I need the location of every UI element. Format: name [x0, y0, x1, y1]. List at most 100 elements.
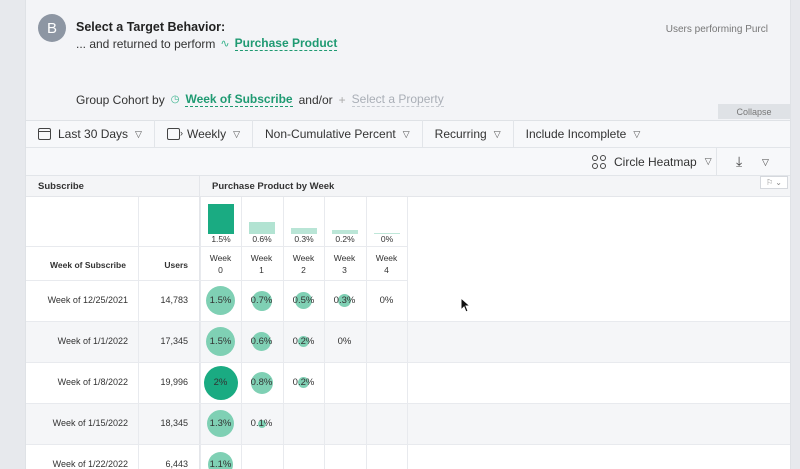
heatmap-cell[interactable]: 1.3%: [200, 403, 241, 444]
heatmap-circle: [208, 452, 233, 469]
heatmap-cell[interactable]: 0.7%: [241, 280, 282, 321]
group-property-link[interactable]: Week of Subscribe: [185, 92, 293, 107]
week-number: 3: [342, 265, 347, 275]
heatmap-cell-value: 0.6%: [250, 336, 273, 347]
chevron-down-icon: ▽: [402, 128, 410, 139]
collapse-button[interactable]: Collapse: [718, 104, 790, 119]
cohort-label: Week of 12/25/2021: [47, 295, 128, 305]
heatmap-cell[interactable]: 0.5%: [283, 280, 324, 321]
heatmap-cell[interactable]: 1.5%: [200, 321, 241, 362]
interval-label: Weekly: [186, 127, 227, 141]
heatmap-circle: [250, 371, 273, 394]
grid-horizontal-line: [26, 280, 408, 281]
table-row: [26, 403, 790, 444]
subscribe-header: Subscribe: [38, 181, 84, 192]
chevron-down-icon: ▽: [493, 128, 501, 139]
week-column-header: Week 3: [324, 253, 365, 275]
step-badge: B: [38, 14, 66, 42]
retention-table: Subscribe Purchase Product by Week ⚐ ⌄ We…: [26, 176, 790, 469]
row-divider: [26, 362, 790, 363]
chart-toolbar: Circle Heatmap ▽ ⤓ ▽: [26, 148, 790, 176]
interval-dropdown[interactable]: Weekly ▽: [155, 120, 254, 148]
heatmap-cell-value: 0.1%: [250, 418, 273, 429]
heatmap-cell[interactable]: 1.5%: [200, 280, 241, 321]
cohort-label: Week of 1/8/2022: [57, 377, 128, 387]
cohort-label: Week of 1/15/2022: [52, 418, 128, 428]
heatmap-circle: [203, 365, 238, 400]
pulse-icon: ∿: [220, 38, 230, 50]
cohort-users: 19,996: [160, 377, 188, 387]
heatmap-cell-value: 2%: [213, 377, 228, 388]
summary-bar-label: 0.6%: [252, 234, 272, 244]
grid-vertical-line: [366, 197, 367, 469]
week-prefix: Week: [209, 253, 232, 263]
cohort-users: 18,345: [160, 418, 188, 428]
clock-icon: ◷: [170, 94, 180, 105]
target-event-link[interactable]: Purchase Product: [234, 36, 338, 51]
circle-grid-icon: [592, 154, 606, 169]
date-range-label: Last 30 Days: [58, 127, 129, 141]
summary-bar: [290, 228, 317, 234]
heatmap-circle: [252, 332, 271, 351]
week-prefix: Week: [375, 253, 398, 263]
heatmap-cell[interactable]: 0%: [324, 321, 365, 362]
cohort-column-header: Week of Subscribe: [50, 260, 126, 270]
heatmap-cell[interactable]: 0.2%: [283, 362, 324, 403]
heatmap-cell-value: 1.3%: [209, 418, 232, 429]
chart-type-dropdown[interactable]: Circle Heatmap ▽: [592, 148, 712, 175]
heatmap-circle: [295, 292, 312, 309]
heatmap-cell[interactable]: 0.2%: [283, 321, 324, 362]
summary-bar-label: 0.3%: [294, 234, 314, 244]
week-prefix: Week: [250, 253, 273, 263]
toolbar-divider: [716, 148, 717, 175]
heatmap-cell[interactable]: 0.8%: [241, 362, 282, 403]
row-divider: [26, 444, 790, 445]
download-icon[interactable]: ⤓: [736, 153, 743, 169]
users-performing-caption: Users performing Purcl: [665, 24, 768, 35]
heatmap-cell[interactable]: 1.1%: [200, 444, 241, 469]
chevron-down-icon: ▽: [233, 128, 241, 139]
summary-bar: [331, 230, 358, 234]
heatmap-circle: [338, 294, 351, 307]
calendar-icon: [38, 128, 51, 140]
cohort-users: 14,783: [160, 295, 188, 305]
mode-dropdown[interactable]: Non-Cumulative Percent ▽: [253, 120, 423, 148]
summary-bar-label: 1.5%: [211, 234, 231, 244]
heatmap-cell-value: 0.3%: [333, 295, 356, 306]
table-row: [26, 362, 790, 403]
grid-vertical-line: [324, 197, 325, 469]
week-column-header: Week 1: [241, 253, 282, 275]
include-incomplete-dropdown[interactable]: Include Incomplete ▽: [514, 120, 653, 148]
heatmap-circle: [206, 286, 235, 315]
mode-label: Non-Cumulative Percent: [265, 127, 396, 141]
heatmap-cell[interactable]: 0%: [366, 280, 407, 321]
select-property-link[interactable]: Select a Property: [351, 92, 444, 107]
cohort-users: 17,345: [160, 336, 188, 346]
heatmap-cell-value: 1.5%: [209, 295, 232, 306]
grid-vertical-line: [283, 197, 284, 469]
week-column-header: Week 0: [200, 253, 241, 275]
column-divider: [199, 176, 200, 469]
heatmap-cell-value: 0.2%: [292, 336, 315, 347]
week-number: 0: [218, 265, 223, 275]
right-scroll-rail[interactable]: [790, 0, 800, 469]
week-number: 1: [259, 265, 264, 275]
date-range-dropdown[interactable]: Last 30 Days ▽: [26, 120, 155, 148]
chevron-down-icon: ▽: [704, 156, 712, 166]
heatmap-cell[interactable]: 2%: [200, 362, 241, 403]
chevron-down-icon[interactable]: ▽: [762, 157, 769, 167]
heatmap-cell[interactable]: 0.6%: [241, 321, 282, 362]
flag-button[interactable]: ⚐ ⌄: [760, 176, 788, 189]
recurring-dropdown[interactable]: Recurring ▽: [423, 120, 514, 148]
target-prefix: ... and returned to perform: [76, 36, 216, 51]
heatmap-cell[interactable]: 0.1%: [241, 403, 282, 444]
week-column-header: Week 4: [366, 253, 407, 275]
heatmap-circle: [257, 419, 266, 428]
week-prefix: Week: [292, 253, 315, 263]
heatmap-circle: [206, 327, 235, 356]
heatmap-circle: [207, 410, 234, 437]
heatmap-cell[interactable]: 0.3%: [324, 280, 365, 321]
summary-bar: [248, 222, 275, 234]
users-column-header: Users: [164, 260, 188, 270]
recurring-label: Recurring: [434, 127, 487, 141]
